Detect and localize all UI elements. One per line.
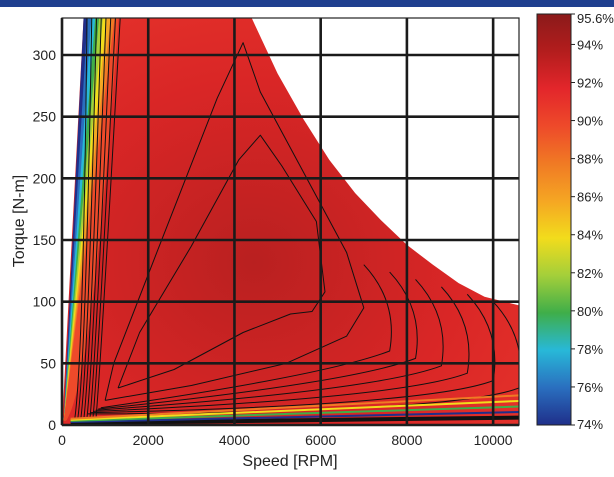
colorbar-tick-label: 92% — [577, 76, 603, 91]
top-banner — [0, 0, 614, 7]
low-torque-band — [70, 394, 519, 420]
contour-left — [86, 18, 107, 418]
colorbar-tick-label: 86% — [577, 190, 603, 205]
contour-loop — [117, 134, 326, 389]
low-torque-band — [70, 405, 519, 422]
y-tick-label: 0 — [48, 417, 56, 433]
low-torque-bands — [70, 394, 519, 425]
contour-left — [92, 18, 116, 418]
colorbar-tick-label: 84% — [577, 228, 603, 243]
x-axis-label: Speed [RPM] — [242, 453, 337, 470]
efficiency-field — [62, 18, 519, 425]
contour-fan — [95, 279, 444, 411]
x-tick-label: 4000 — [219, 432, 250, 448]
low-torque-band — [70, 415, 519, 425]
y-tick-label: 50 — [40, 355, 56, 371]
x-tick-label: 2000 — [133, 432, 164, 448]
x-tick-label: 10000 — [474, 432, 513, 448]
y-axis-label: Torque [N-m] — [11, 175, 28, 267]
plot-frame — [61, 17, 520, 426]
contour-left — [95, 18, 121, 418]
colorbar-tick-label: 76% — [577, 380, 603, 395]
contour-fan — [90, 293, 496, 414]
low-torque-band — [70, 411, 519, 424]
contour-left — [83, 18, 102, 418]
contour-fan — [100, 264, 392, 409]
contour-left — [89, 18, 112, 418]
colorbar-tick-label: 82% — [577, 266, 603, 281]
low-torque-band — [70, 399, 519, 421]
y-tick-label: 300 — [33, 47, 57, 63]
contour-left — [74, 18, 88, 418]
colorbar-tick-label: 74% — [577, 417, 603, 432]
y-tick-label: 250 — [33, 109, 57, 125]
colorbar-tick-label: 94% — [577, 37, 603, 52]
y-tick-label: 150 — [33, 232, 57, 248]
colorbar-tick-label: 95.6% — [577, 11, 614, 26]
x-tick-labels: 0 2000 4000 6000 8000 10000 — [58, 432, 513, 448]
contour-left — [77, 18, 93, 418]
contour-fan — [98, 271, 418, 410]
colorbar-tick-labels: 95.6% 94% 92% 90% 88% 86% 84% 82% 80% 78% 76% 74% — [571, 11, 614, 432]
colorbar-tick-label: 78% — [577, 342, 603, 357]
contour-lines — [74, 18, 519, 418]
colorbar-tick-label: 88% — [577, 152, 603, 167]
contour-left — [80, 18, 97, 418]
y-tick-label: 100 — [33, 294, 57, 310]
x-tick-label: 0 — [58, 432, 66, 448]
x-tick-label: 8000 — [391, 432, 422, 448]
x-tick-label: 6000 — [305, 432, 336, 448]
colorbar-tick-label: 80% — [577, 304, 603, 319]
y-tick-labels: 0 50 100 150 200 250 300 — [33, 47, 57, 433]
contour-fan — [93, 286, 470, 412]
y-tick-label: 200 — [33, 170, 57, 186]
colorbar — [536, 13, 572, 426]
colorbar-tick-label: 90% — [577, 114, 603, 129]
